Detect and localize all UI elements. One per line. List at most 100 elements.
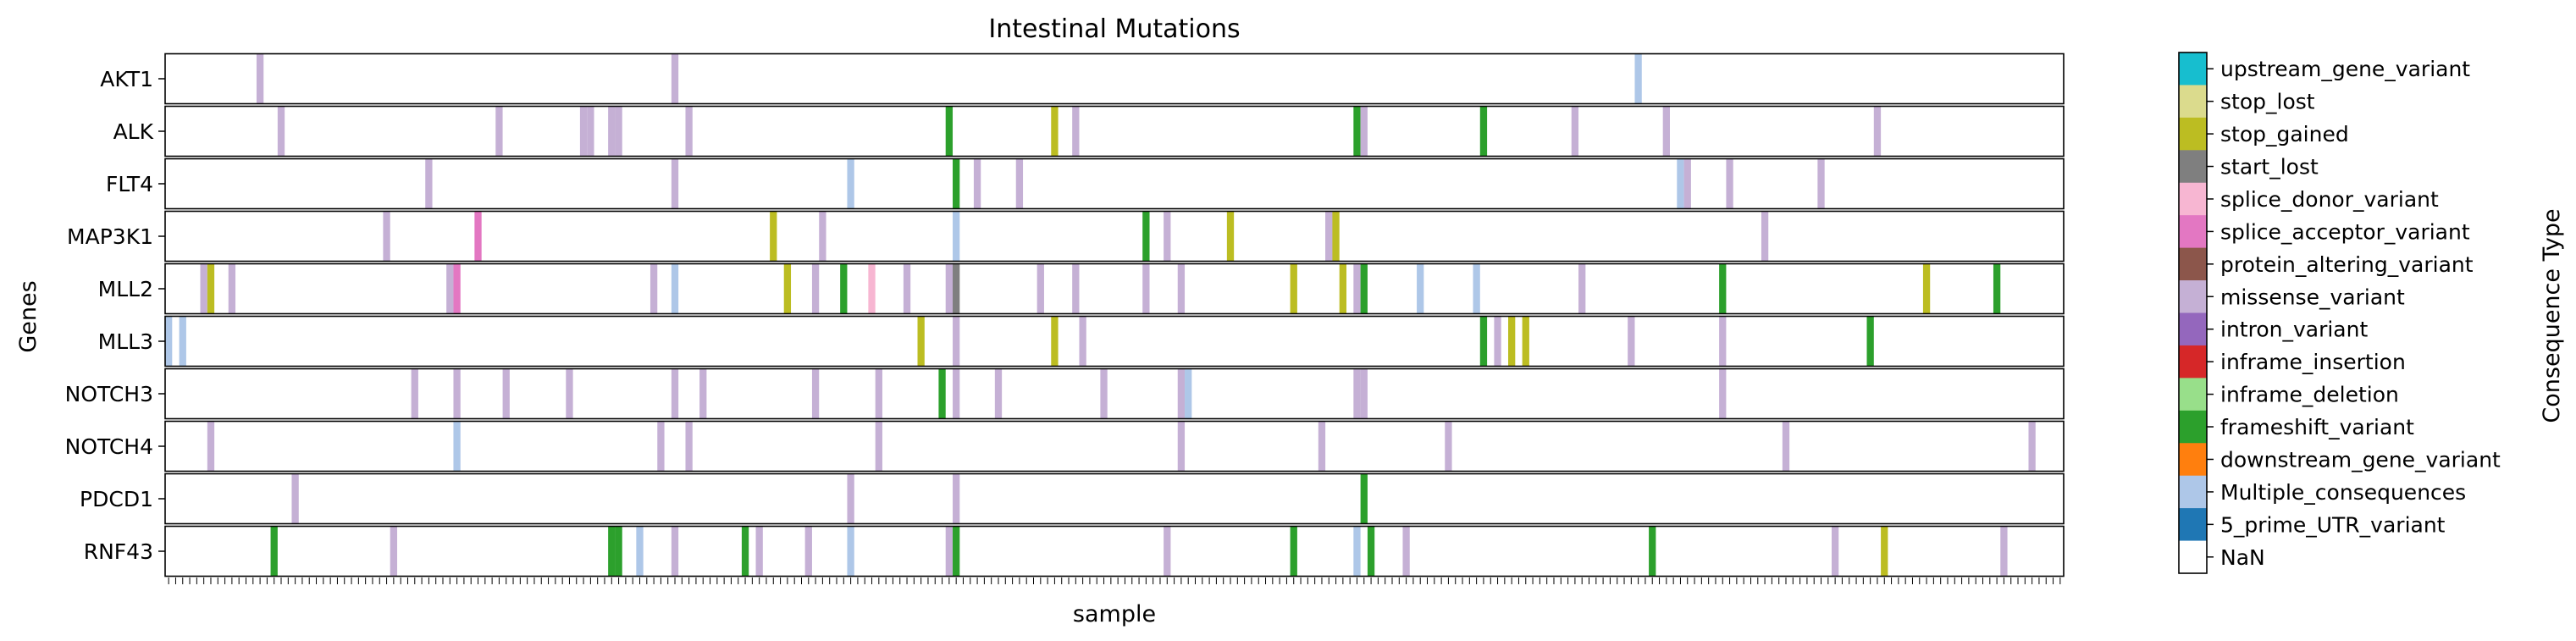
colorbar-tick-label: intron_variant (2220, 318, 2368, 342)
mutation-cell (1339, 263, 1347, 314)
mutation-cell (495, 106, 503, 157)
mutation-cell (917, 316, 925, 367)
mutation-cell (1164, 526, 1171, 577)
mutation-cell (945, 263, 954, 314)
colorbar-swatch (2179, 345, 2207, 379)
colorbar-tick-label: upstream_gene_variant (2220, 57, 2470, 81)
mutation-cell (291, 473, 299, 524)
mutation-cell (994, 368, 1003, 419)
colorbar-swatch (2179, 508, 2207, 542)
gene-row-notch4 (165, 421, 2064, 472)
mutation-cell (1578, 263, 1586, 314)
gene-row-mll2 (165, 263, 2064, 314)
mutation-cell (1494, 316, 1501, 367)
mutation-cell (1177, 368, 1186, 419)
gene-row-mll3 (165, 316, 2064, 367)
mutation-cell (973, 158, 981, 209)
gene-label: MAP3K1 (67, 224, 153, 249)
mutation-cell (1318, 421, 1326, 472)
mutation-cell (1761, 211, 1769, 262)
gene-label: FLT4 (106, 172, 153, 196)
mutation-cell (1873, 106, 1882, 157)
mutation-cell (671, 526, 679, 577)
mutation-cell (1332, 211, 1340, 262)
mutation-cell (277, 106, 285, 157)
mutation-cell (1185, 368, 1192, 419)
mutation-cell (256, 53, 264, 104)
colorbar-swatch (2179, 215, 2207, 249)
mutation-cell (165, 316, 173, 367)
colorbar-tick-label: missense_variant (2220, 285, 2405, 309)
mutation-cell (1817, 158, 1825, 209)
colorbar: upstream_gene_variant stop_lost stop_gaine… (2178, 52, 2501, 574)
colorbar-tick-label: NaN (2220, 545, 2265, 570)
mutation-cell (425, 158, 433, 209)
mutation-cell (1164, 211, 1171, 262)
mutation-cell (1226, 211, 1235, 262)
mutation-cell (953, 316, 960, 367)
y-axis-label: Genes (15, 280, 41, 352)
gene-label: NOTCH4 (65, 434, 153, 459)
mutation-cell (411, 368, 418, 419)
colorbar-tick-label: 5_prime_UTR_variant (2220, 512, 2446, 537)
mutation-cell (1634, 53, 1642, 104)
chart-title: Intestinal Mutations (988, 14, 1240, 44)
colorbar-tick-label: inframe_insertion (2220, 350, 2406, 374)
colorbar-tick-label: splice_donor_variant (2220, 187, 2439, 212)
mutation-cell (953, 158, 960, 209)
mutation-cell (1782, 421, 1790, 472)
mutation-cell (1719, 263, 1727, 314)
mutation-cell (875, 368, 882, 419)
mutation-cell (847, 158, 854, 209)
mutation-cell (1142, 211, 1150, 262)
mutation-cell (453, 263, 461, 314)
mutation-cell (207, 421, 215, 472)
mutation-cell (1325, 211, 1333, 262)
mutation-cell (608, 106, 616, 157)
colorbar-swatch (2179, 280, 2207, 313)
mutation-cell (868, 263, 876, 314)
gene-row-map3k1 (165, 211, 2064, 262)
mutation-cell (847, 526, 854, 577)
mutation-cell (2000, 526, 2008, 577)
colorbar-swatch (2179, 52, 2207, 86)
mutation-cell (671, 53, 679, 104)
mutation-cell (953, 368, 960, 419)
colorbar-tick-label: start_lost (2220, 155, 2319, 180)
mutation-cell (1100, 368, 1108, 419)
gene-row-flt4 (165, 158, 2064, 209)
mutation-cell (671, 263, 679, 314)
gene-label: AKT1 (100, 67, 153, 91)
mutation-cell (685, 421, 693, 472)
mutation-cell (671, 368, 679, 419)
mutation-cell (1922, 263, 1931, 314)
mutation-cell (650, 263, 658, 314)
mutation-cell (1508, 316, 1516, 367)
plot-area: AKT1 ALK FLT4 MAP3K1 MLL2 MLL3 NOTCH3 NOTCH4 PDC… (65, 52, 2065, 584)
mutation-cell (179, 316, 186, 367)
mutation-cell (270, 526, 278, 577)
mutation-cell (945, 106, 954, 157)
mutation-cell (1079, 316, 1086, 367)
gene-row-notch3 (165, 368, 2064, 419)
mutation-cell (938, 368, 946, 419)
gene-label: MLL3 (98, 329, 153, 354)
mutation-cell (1522, 316, 1529, 367)
mutation-cell (2028, 421, 2036, 472)
colorbar-tick-label: splice_acceptor_variant (2220, 219, 2470, 244)
mutation-cell (474, 211, 482, 262)
mutation-cell (1677, 158, 1684, 209)
mutation-cell (446, 263, 454, 314)
mutation-cell (615, 526, 622, 577)
mutation-cell (636, 526, 644, 577)
mutation-cell (804, 526, 812, 577)
mutation-cell (1628, 316, 1635, 367)
mutation-cell (699, 368, 707, 419)
mutation-cell (453, 421, 461, 472)
colorbar-swatch (2179, 247, 2207, 281)
x-axis-label: sample (1073, 601, 1156, 627)
mutation-cell (1473, 263, 1480, 314)
gene-row-akt1 (165, 53, 2064, 104)
colorbar-frame (2178, 52, 2208, 574)
